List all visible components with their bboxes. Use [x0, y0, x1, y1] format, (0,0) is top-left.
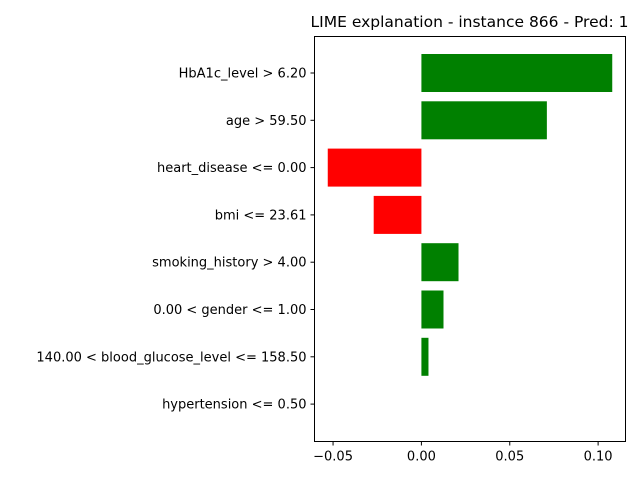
x-tick-label: 0.10 — [584, 450, 613, 465]
y-tick-label: HbA1c_level > 6.20 — [179, 67, 307, 82]
bar — [421, 337, 429, 376]
y-tick-label: heart_disease <= 0.00 — [157, 161, 307, 176]
bar — [421, 101, 547, 140]
y-tick-label: hypertension <= 0.50 — [162, 398, 306, 413]
y-tick-label: bmi <= 23.61 — [215, 208, 307, 223]
y-tick-label: 0.00 < gender <= 1.00 — [153, 303, 306, 318]
x-tick-label: 0.05 — [495, 450, 524, 465]
x-tick-label: −0.05 — [313, 450, 353, 465]
chart-title: LIME explanation - instance 866 - Pred: … — [311, 13, 629, 31]
y-tick-labels: HbA1c_level > 6.20 age > 59.50 heart_disea… — [36, 67, 315, 413]
y-tick-label: 140.00 < blood_glucose_level <= 158.50 — [36, 350, 306, 365]
bar — [421, 54, 613, 92]
x-tick-label: 0.00 — [407, 450, 436, 465]
x-ticks: −0.05 0.00 0.05 0.10 — [313, 441, 613, 465]
y-tick-label: age > 59.50 — [226, 114, 307, 129]
bar — [421, 243, 459, 282]
bars-group — [327, 54, 613, 376]
y-tick-label: smoking_history > 4.00 — [152, 256, 306, 271]
bar — [421, 290, 444, 329]
plot-area-frame — [314, 36, 626, 442]
bar — [327, 148, 422, 187]
bar — [373, 195, 422, 234]
